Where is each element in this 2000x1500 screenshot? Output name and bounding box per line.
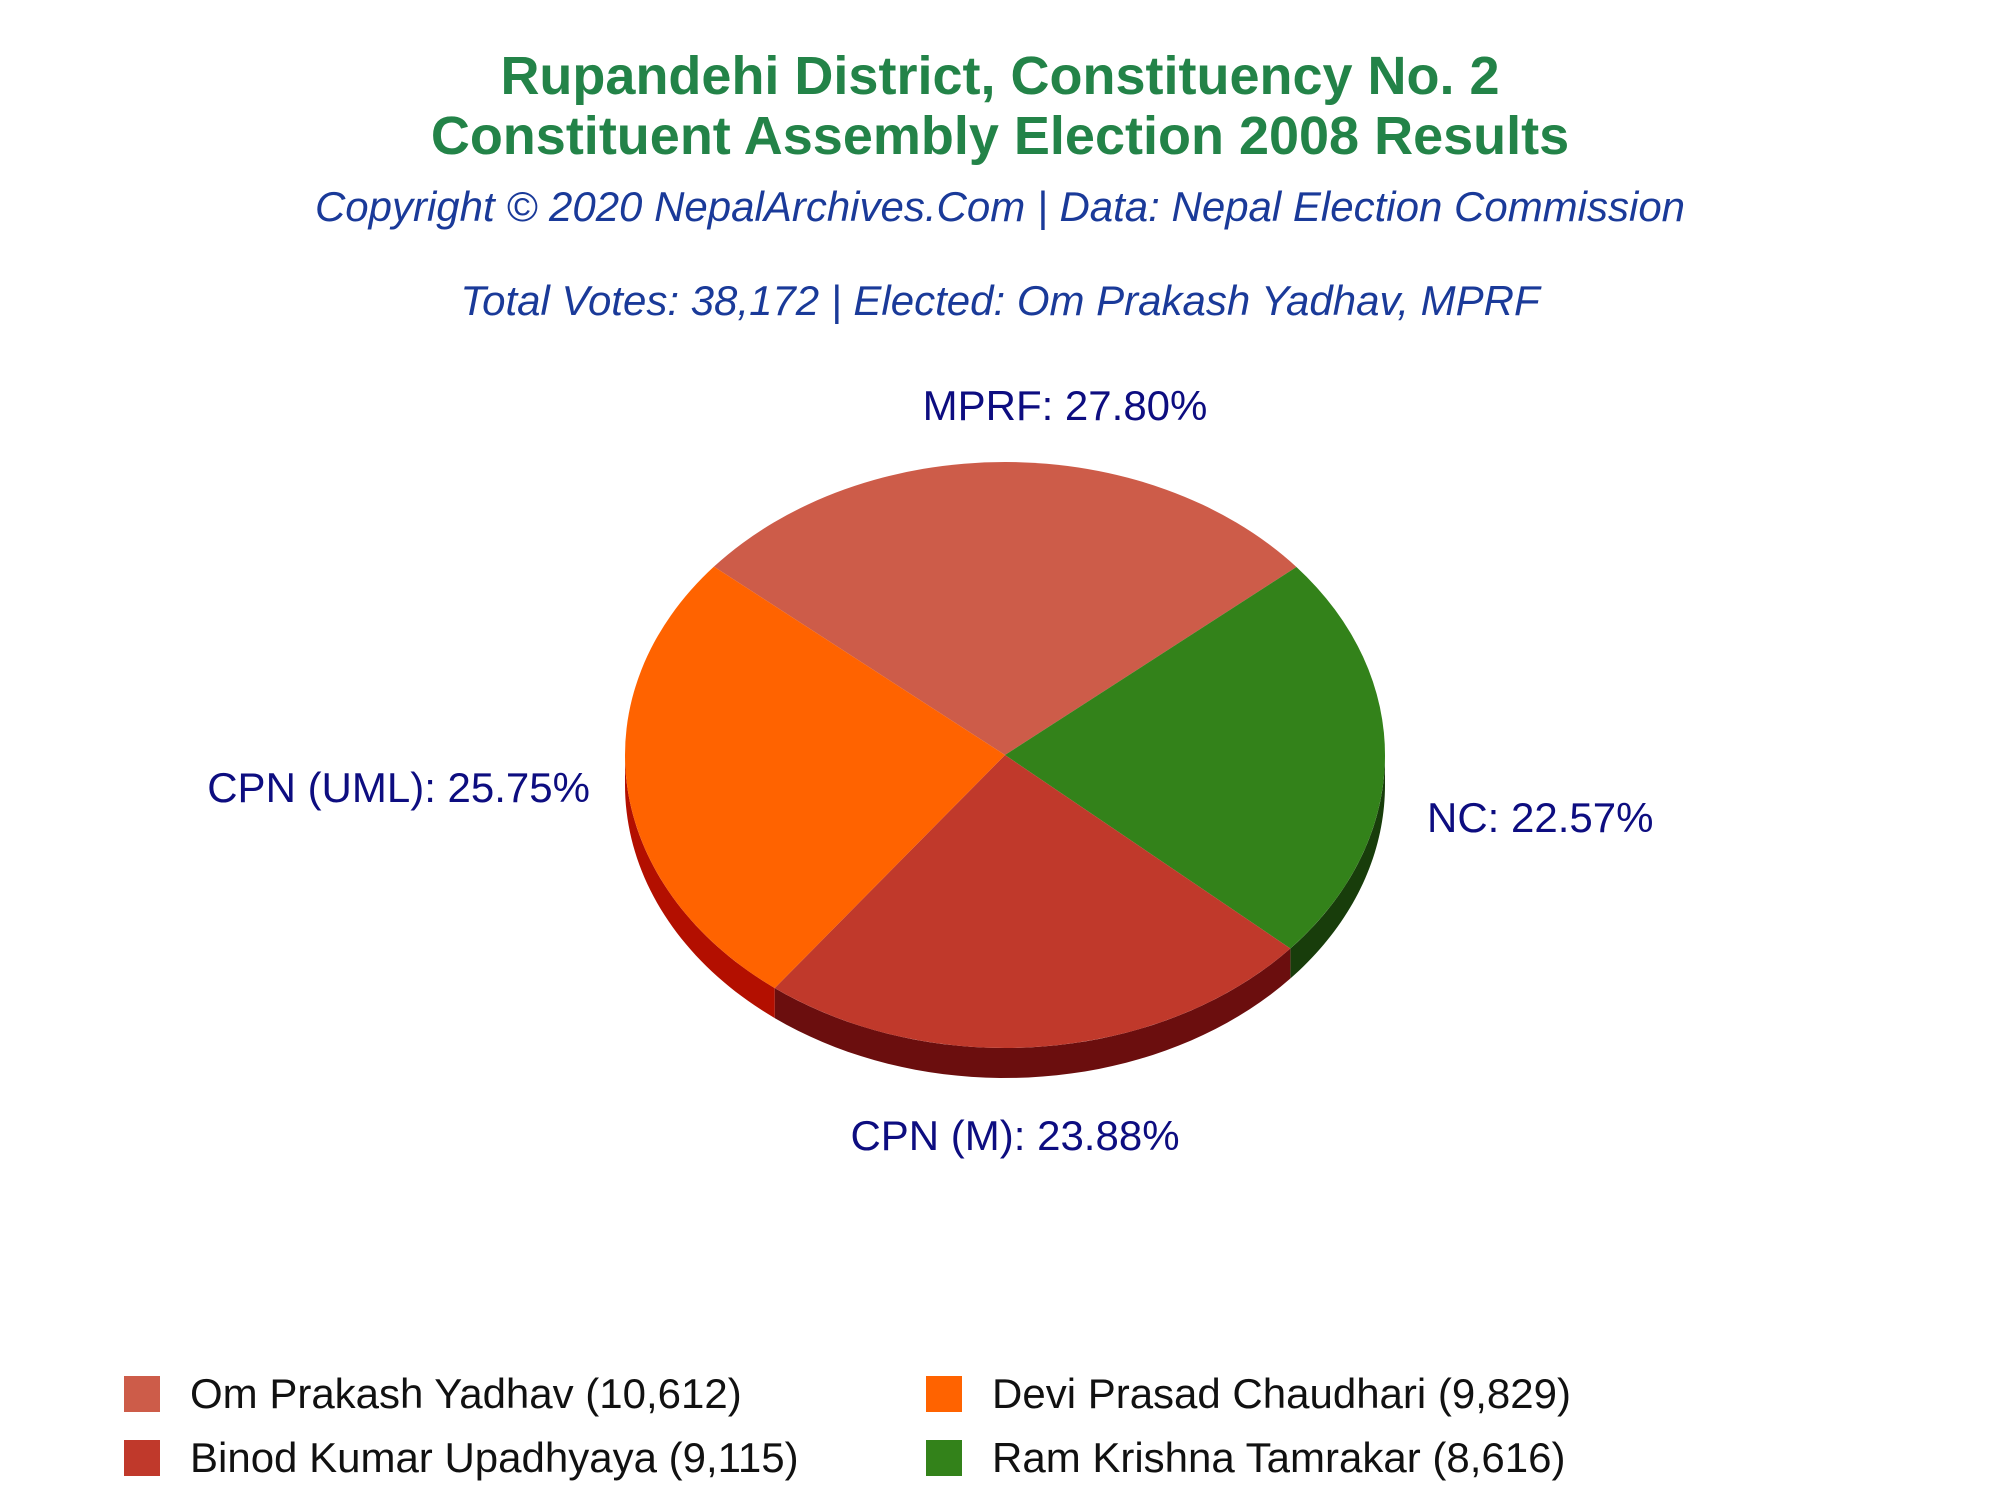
slice-label-cpn-m: CPN (M): 23.88% [850,1112,1179,1159]
legend-item: Devi Prasad Chaudhari (9,829) [926,1368,1571,1420]
legend-item: Binod Kumar Upadhyaya (9,115) [124,1432,799,1484]
legend-item: Ram Krishna Tamrakar (8,616) [926,1432,1565,1484]
slice-label-cpn-uml: CPN (UML): 25.75% [207,764,590,811]
legend-label: Binod Kumar Upadhyaya (9,115) [190,1434,799,1481]
pie-chart: MPRF: 27.80% NC: 22.57% CPN (M): 23.88% CPN… [207,382,1653,1159]
pie-slice-side-cpn-uml [625,755,775,1019]
legend-item: Om Prakash Yadhav (10,612) [124,1368,742,1420]
pie-slice-cpn-uml [624,566,1005,989]
pie-slice-side-nc [1290,755,1385,979]
pie-slice-cpn-m [774,755,1291,1048]
copyright-subtitle: Copyright © 2020 NepalArchives.Com | Dat… [314,183,1686,230]
pie-slice-nc [1005,566,1385,949]
totals-subtitle: Total Votes: 38,172 | Elected: Om Prakas… [460,277,1540,324]
legend-swatch [124,1376,160,1412]
legend-label: Om Prakash Yadhav (10,612) [190,1370,742,1417]
pie-slice-side-cpn-m [774,948,1291,1078]
legend-swatch [926,1376,962,1412]
slice-label-nc: NC: 22.57% [1427,794,1653,841]
slice-label-mprf: MPRF: 27.80% [923,382,1208,429]
chart-title-line1: Rupandehi District, Constituency No. 2 [500,46,1500,106]
legend-swatch [926,1440,962,1476]
chart-title-line2: Constituent Assembly Election 2008 Resul… [430,106,1570,166]
pie-slice-mprf [713,461,1297,755]
legend-swatch [124,1440,160,1476]
legend-label: Ram Krishna Tamrakar (8,616) [992,1434,1566,1481]
legend-label: Devi Prasad Chaudhari (9,829) [992,1370,1571,1417]
